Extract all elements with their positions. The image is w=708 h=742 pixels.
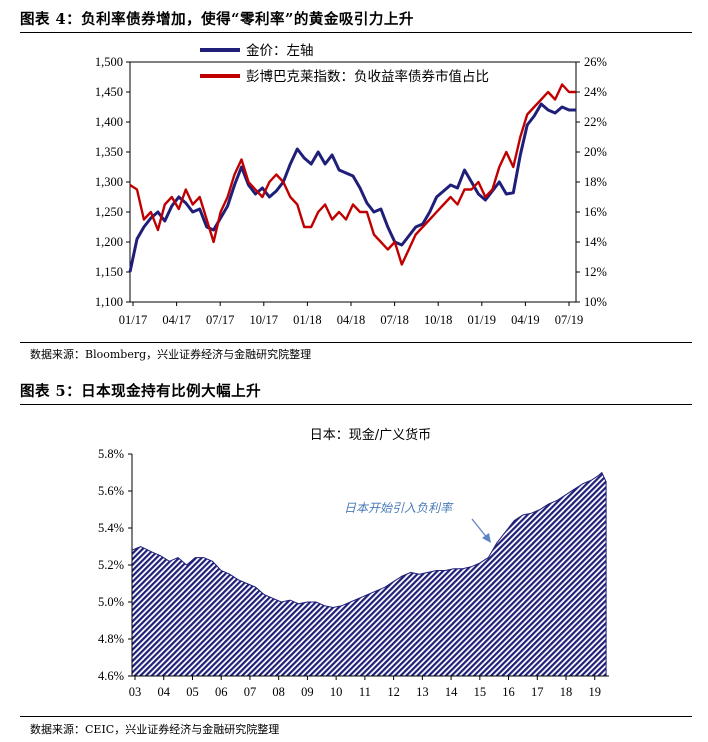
- y-left-tick-label: 1,500: [95, 55, 123, 69]
- y-tick-label: 5.8%: [98, 447, 124, 461]
- x-tick-label: 09: [301, 685, 314, 699]
- y-left-tick-label: 1,150: [95, 265, 123, 279]
- x-tick-label: 19: [589, 685, 602, 699]
- x-tick-label: 16: [502, 685, 515, 699]
- x-tick-label: 03: [129, 685, 142, 699]
- y-left-tick-label: 1,400: [95, 115, 123, 129]
- y-left-tick-label: 1,350: [95, 145, 123, 159]
- y-tick-label: 4.8%: [98, 632, 124, 646]
- x-tick-label: 11: [359, 685, 371, 699]
- y-right-tick-label: 16%: [584, 205, 607, 219]
- figure5-top-rule: [20, 404, 692, 405]
- figure4-bottom-rule: [20, 342, 692, 343]
- y-right-tick-label: 26%: [584, 55, 607, 69]
- x-tick-label: 07: [244, 685, 257, 699]
- y-right-tick-label: 22%: [584, 115, 607, 129]
- figure4-source: 数据来源：Bloomberg，兴业证券经济与金融研究院整理: [30, 348, 312, 361]
- x-tick-label: 01/19: [468, 313, 496, 327]
- x-tick-label: 18: [560, 685, 573, 699]
- y-right-tick-label: 18%: [584, 175, 607, 189]
- chart2-title: 日本：现金/广义货币: [310, 427, 431, 443]
- x-tick-label: 10: [330, 685, 343, 699]
- x-tick-label: 07/17: [206, 313, 234, 327]
- series-negative-yield-line: [129, 83, 576, 266]
- figure4-title: 图表 4：负利率债券增加，使得“零利率”的黄金吸引力上升: [20, 11, 414, 28]
- figure4-top-rule: [20, 32, 692, 33]
- x-tick-label: 01/18: [293, 313, 321, 327]
- x-tick-label: 07/19: [555, 313, 583, 327]
- annotation-arrow-head: [482, 533, 491, 543]
- y-tick-label: 5.0%: [98, 595, 124, 609]
- y-right-tick-label: 12%: [584, 265, 607, 279]
- y-left-tick-label: 1,100: [95, 295, 123, 309]
- annotation-negative-rate: 日本开始引入负利率: [344, 501, 454, 515]
- x-tick-label: 13: [416, 685, 429, 699]
- x-tick-label: 08: [272, 685, 285, 699]
- x-tick-label: 10/18: [424, 313, 452, 327]
- x-tick-label: 04/17: [162, 313, 190, 327]
- x-tick-label: 12: [387, 685, 400, 699]
- x-tick-label: 04: [157, 685, 170, 699]
- y-tick-label: 5.2%: [98, 558, 124, 572]
- x-tick-label: 04/19: [511, 313, 539, 327]
- series-cash-ratio-area: [131, 471, 607, 677]
- figure5-bottom-rule: [20, 716, 692, 717]
- x-tick-label: 15: [474, 685, 487, 699]
- x-tick-label: 14: [445, 685, 458, 699]
- series-gold-price-line: [128, 102, 576, 273]
- y-left-tick-label: 1,300: [95, 175, 123, 189]
- figure5-title: 图表 5：日本现金持有比例大幅上升: [20, 383, 262, 400]
- figure5-source: 数据来源：CEIC，兴业证券经济与金融研究院整理: [30, 723, 280, 736]
- x-tick-label: 05: [186, 685, 199, 699]
- y-left-tick-label: 1,450: [95, 85, 123, 99]
- x-tick-label: 07/18: [380, 313, 408, 327]
- y-right-tick-label: 24%: [584, 85, 607, 99]
- legend-label: 金价：左轴: [246, 43, 314, 59]
- y-right-tick-label: 10%: [584, 295, 607, 309]
- x-tick-label: 10/17: [250, 313, 278, 327]
- x-tick-label: 04/18: [337, 313, 365, 327]
- y-left-tick-label: 1,200: [95, 235, 123, 249]
- y-tick-label: 5.6%: [98, 484, 124, 498]
- y-right-tick-label: 14%: [584, 235, 607, 249]
- y-tick-label: 5.4%: [98, 521, 124, 535]
- legend-label: 彭博巴克莱指数：负收益率债券市值占比: [246, 68, 489, 85]
- x-tick-label: 17: [531, 685, 544, 699]
- chart-gold-vs-negative-yield: 1,100 1,150 1,200 1,250 1,300 1,350 1,400 1,450…: [95, 43, 607, 327]
- y-left-tick-label: 1,250: [95, 205, 123, 219]
- y-tick-label: 4.6%: [98, 669, 124, 683]
- x-tick-label: 01/17: [119, 313, 147, 327]
- y-right-tick-label: 20%: [584, 145, 607, 159]
- x-tick-label: 06: [215, 685, 228, 699]
